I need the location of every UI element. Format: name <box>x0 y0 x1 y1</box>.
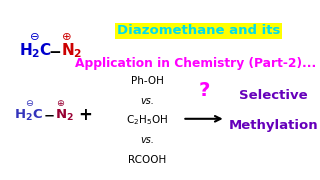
Text: $\mathbf{+}$: $\mathbf{+}$ <box>78 106 92 124</box>
Text: RCOOH: RCOOH <box>128 155 166 165</box>
Text: $\mathbf{-}$: $\mathbf{-}$ <box>43 109 54 122</box>
Text: vs.: vs. <box>140 135 154 145</box>
Text: ⊖: ⊖ <box>30 32 40 42</box>
Text: $\mathbf{H_2C}$: $\mathbf{H_2C}$ <box>14 108 43 123</box>
Text: $\mathrm{C_2H_5OH}$: $\mathrm{C_2H_5OH}$ <box>126 114 168 127</box>
Text: ⊖: ⊖ <box>25 99 33 108</box>
Text: Methylation: Methylation <box>229 120 318 132</box>
Text: Diazomethane and its: Diazomethane and its <box>117 24 280 37</box>
Text: vs.: vs. <box>140 96 154 106</box>
Text: $\mathbf{H_2C}$: $\mathbf{H_2C}$ <box>19 41 52 60</box>
Text: ?: ? <box>198 80 210 100</box>
Text: ⊕: ⊕ <box>62 32 72 42</box>
Text: ⊕: ⊕ <box>56 99 64 108</box>
Text: $\mathbf{-}$: $\mathbf{-}$ <box>48 43 62 58</box>
Text: Application in Chemistry (Part-2)...: Application in Chemistry (Part-2)... <box>75 57 316 69</box>
Text: $\mathbf{N_2}$: $\mathbf{N_2}$ <box>55 108 73 123</box>
Text: $\mathbf{N_2}$: $\mathbf{N_2}$ <box>61 41 82 60</box>
Text: Ph-OH: Ph-OH <box>131 76 164 86</box>
Text: Selective: Selective <box>239 89 308 102</box>
